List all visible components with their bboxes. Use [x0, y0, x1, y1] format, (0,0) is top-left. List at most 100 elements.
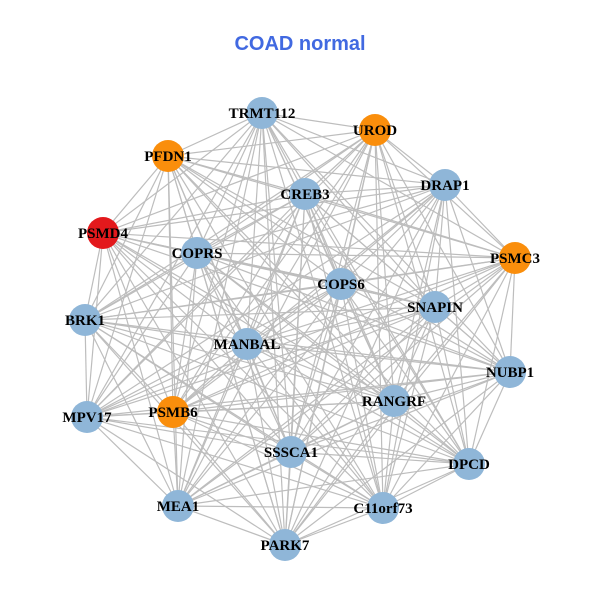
edge-MANBAL-RANGRF: [246, 343, 395, 402]
edge-MANBAL-PARK7: [246, 343, 286, 546]
edge-DRAP1-PARK7: [284, 184, 446, 546]
edge-SNAPIN-DPCD: [434, 306, 470, 465]
edge-PSMD4-PSMC3: [102, 232, 516, 259]
edge-DRAP1-DPCD: [444, 184, 470, 465]
edge-PSMD4-RANGRF: [102, 232, 395, 402]
edge-COPS6-MPV17: [86, 283, 342, 418]
edge-BRK1-MEA1: [84, 319, 179, 507]
edge-TRMT112-DPCD: [261, 112, 470, 465]
edge-PSMD4-MEA1: [102, 232, 179, 507]
edge-DPCD-MEA1: [177, 463, 470, 507]
edge-MANBAL-DPCD: [246, 343, 470, 465]
edge-SSSCA1-MEA1: [177, 451, 292, 507]
edge-PFDN1-COPS6: [167, 155, 342, 285]
edge-SNAPIN-PSMB6: [172, 306, 436, 413]
edge-COPS6-MANBAL: [246, 283, 342, 345]
edge-UROD-RANGRF: [374, 129, 395, 402]
node-NUBP1: [494, 356, 526, 388]
edge-PSMB6-PARK7: [172, 411, 286, 546]
edge-COPS6-MEA1: [177, 283, 342, 507]
edge-DRAP1-COPS6: [340, 184, 446, 285]
edge-RANGRF-PARK7: [284, 400, 395, 546]
edge-SNAPIN-NUBP1: [434, 306, 511, 373]
edge-UROD-PSMD4: [102, 129, 376, 234]
edge-SSSCA1-DPCD: [290, 451, 470, 465]
edge-MPV17-PARK7: [86, 416, 286, 546]
edge-CREB3-PSMD4: [102, 193, 306, 234]
edge-NUBP1-PARK7: [284, 371, 511, 546]
edge-MPV17-DPCD: [86, 416, 470, 465]
edge-UROD-MPV17: [86, 129, 376, 418]
edge-PFDN1-DRAP1: [167, 155, 446, 186]
edge-COPRS-MANBAL: [196, 252, 248, 345]
edge-CREB3-MPV17: [86, 193, 306, 418]
node-TRMT112: [246, 97, 278, 129]
node-DPCD: [453, 448, 485, 480]
edge-COPRS-PSMC3: [196, 252, 516, 259]
edge-COPS6-C11orf73: [340, 283, 384, 509]
edge-COPRS-SNAPIN: [196, 252, 436, 308]
edge-PFDN1-RANGRF: [167, 155, 395, 402]
edge-NUBP1-PSMB6: [172, 371, 511, 413]
edge-SNAPIN-SSSCA1: [290, 306, 436, 453]
edge-PSMC3-PSMB6: [172, 257, 516, 413]
edge-PSMB6-DPCD: [172, 411, 470, 465]
edge-DRAP1-BRK1: [84, 184, 446, 321]
edge-UROD-COPRS: [196, 129, 376, 254]
edge-TRMT112-NUBP1: [261, 112, 511, 373]
edge-PSMC3-SSSCA1: [290, 257, 516, 453]
edge-COPRS-RANGRF: [196, 252, 395, 402]
edge-PFDN1-PSMD4: [102, 155, 169, 234]
edge-COPS6-BRK1: [84, 283, 342, 321]
edge-MEA1-C11orf73: [177, 505, 384, 509]
node-PSMD4: [87, 217, 119, 249]
node-RANGRF: [378, 385, 410, 417]
edge-PSMC3-C11orf73: [382, 257, 516, 509]
node-SNAPIN: [419, 291, 451, 323]
edge-RANGRF-C11orf73: [382, 400, 395, 509]
edge-PFDN1-SNAPIN: [167, 155, 436, 308]
edge-NUBP1-C11orf73: [382, 371, 511, 509]
edge-BRK1-MANBAL: [84, 319, 248, 345]
edge-TRMT112-PSMC3: [261, 112, 516, 259]
edge-MANBAL-PSMB6: [172, 343, 248, 413]
node-MEA1: [162, 490, 194, 522]
edge-TRMT112-PSMD4: [102, 112, 263, 234]
node-DRAP1: [429, 169, 461, 201]
edge-MPV17-MEA1: [86, 416, 179, 507]
edge-SNAPIN-PARK7: [284, 306, 436, 546]
edge-DPCD-C11orf73: [382, 463, 470, 509]
edge-UROD-NUBP1: [374, 129, 511, 373]
edge-DRAP1-PSMD4: [102, 184, 446, 234]
edge-RANGRF-DPCD: [393, 400, 470, 465]
node-PSMC3: [499, 242, 531, 274]
edge-DRAP1-PSMC3: [444, 184, 516, 259]
edge-PSMC3-DPCD: [468, 257, 516, 465]
edge-BRK1-MPV17: [84, 319, 88, 418]
edge-SSSCA1-C11orf73: [290, 451, 384, 509]
edge-PSMD4-MANBAL: [102, 232, 248, 345]
edge-C11orf73-PARK7: [284, 507, 384, 546]
edge-SNAPIN-BRK1: [84, 306, 436, 321]
edge-TRMT112-MPV17: [86, 112, 263, 418]
node-PSMB6: [157, 396, 189, 428]
node-MPV17: [71, 401, 103, 433]
edge-MANBAL-MPV17: [86, 343, 248, 418]
edge-MPV17-SSSCA1: [86, 416, 292, 453]
edge-DRAP1-NUBP1: [444, 184, 511, 373]
edge-COPS6-SNAPIN: [340, 283, 436, 308]
edge-SNAPIN-C11orf73: [382, 306, 436, 509]
edge-COPS6-RANGRF: [340, 283, 395, 402]
node-C11orf73: [367, 492, 399, 524]
node-SSSCA1: [275, 436, 307, 468]
edge-NUBP1-RANGRF: [393, 371, 511, 402]
edge-CREB3-DRAP1: [304, 184, 446, 195]
edge-UROD-BRK1: [84, 129, 376, 321]
node-UROD: [359, 114, 391, 146]
edge-CREB3-DPCD: [304, 193, 470, 465]
edge-PSMD4-PSMB6: [102, 232, 174, 413]
edge-COPS6-SSSCA1: [290, 283, 342, 453]
edge-CREB3-PSMC3: [304, 193, 516, 259]
